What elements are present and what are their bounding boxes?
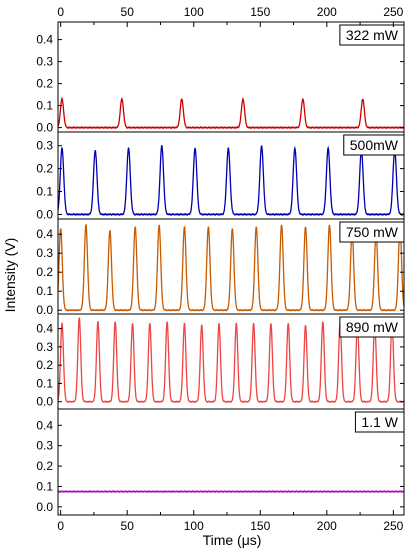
- panel-label-box: [343, 134, 405, 156]
- panel: 0.0 0.1 0.2 0.3 0.4 750 mW: [36, 218, 405, 317]
- panel-label: 500mW: [350, 137, 399, 153]
- x-tick-label-bottom: 50: [121, 519, 135, 533]
- y-tick-label: 0.2: [36, 459, 53, 473]
- y-tick-label: 0.4: [36, 33, 53, 47]
- y-tick-label: 0.2: [36, 162, 53, 176]
- x-tick-label-top: 200: [317, 5, 337, 19]
- panel: 0.0 0.1 0.2 0.3 0.4 1.1 W: [36, 408, 405, 516]
- panel-label-box: [354, 411, 405, 433]
- y-tick-label: 0.1: [36, 479, 53, 493]
- y-tick-label: 0.1: [36, 185, 53, 199]
- x-tick-label-top: 150: [250, 5, 270, 19]
- y-tick-label: 0.1: [36, 284, 53, 298]
- y-tick-label: 0.3: [36, 55, 53, 69]
- panel: 0.0 0.1 0.2 0.3 0.4 322 mW: [36, 21, 405, 135]
- series-line: [57, 224, 405, 312]
- y-tick-label: 0.1: [36, 99, 53, 113]
- y-tick-label: 0.1: [36, 376, 53, 390]
- y-tick-label: 0.4: [36, 227, 53, 241]
- x-tick-label-bottom: 0: [57, 519, 64, 533]
- y-tick-label: 0.0: [36, 121, 53, 135]
- panel-label: 1.1 W: [361, 414, 398, 430]
- x-tick-label-bottom: 250: [383, 519, 403, 533]
- series-line: [57, 317, 405, 404]
- x-axis-title: Time (μs): [203, 532, 262, 548]
- x-tick-label-top: 250: [383, 5, 403, 19]
- top-x-axis: 0 50 100 150 200 250: [57, 5, 404, 27]
- y-tick-label: 0.2: [36, 77, 53, 91]
- series-line: [57, 490, 405, 494]
- y-tick-label: 0.4: [36, 322, 53, 336]
- y-tick-label: 0.4: [36, 418, 53, 432]
- series-line: [57, 145, 405, 217]
- panel-label: 322 mW: [346, 27, 399, 43]
- x-tick-label-bottom: 200: [317, 519, 337, 533]
- y-tick-label: 0.2: [36, 358, 53, 372]
- y-tick-label: 0.0: [36, 303, 53, 317]
- panel-label-box: [339, 316, 405, 338]
- y-tick-label: 0.3: [36, 439, 53, 453]
- y-tick-label: 0.3: [36, 246, 53, 260]
- bottom-x-axis: 0 50 100 150 200 250: [57, 510, 404, 533]
- chart-panels: 0.00.10.20.30.4 322 mW0.00.10.20.3 500mW0.…: [36, 21, 405, 516]
- panel-label-box: [339, 24, 405, 46]
- y-tick-label: 0.0: [36, 500, 53, 514]
- x-tick-label-bottom: 100: [184, 519, 204, 533]
- y-tick-label: 0.0: [36, 207, 53, 221]
- panel-label-box: [339, 221, 405, 243]
- panel-label: 890 mW: [346, 319, 399, 335]
- x-tick-label-bottom: 150: [250, 519, 270, 533]
- y-axis-title: Intensity (V): [2, 238, 18, 313]
- panel: 0.0 0.1 0.2 0.3 500mW: [36, 131, 405, 221]
- y-tick-label: 0.3: [36, 340, 53, 354]
- panel: 0.0 0.1 0.2 0.3 0.4 890 mW: [36, 313, 405, 410]
- x-tick-label-top: 0: [57, 5, 64, 19]
- x-tick-label-top: 50: [121, 5, 135, 19]
- panel-frame: [57, 408, 405, 516]
- panel-label: 750 mW: [346, 224, 399, 240]
- y-tick-label: 0.2: [36, 265, 53, 279]
- y-tick-label: 0.0: [36, 395, 53, 409]
- y-tick-label: 0.3: [36, 139, 53, 153]
- x-tick-label-top: 100: [184, 5, 204, 19]
- series-line: [57, 96, 405, 130]
